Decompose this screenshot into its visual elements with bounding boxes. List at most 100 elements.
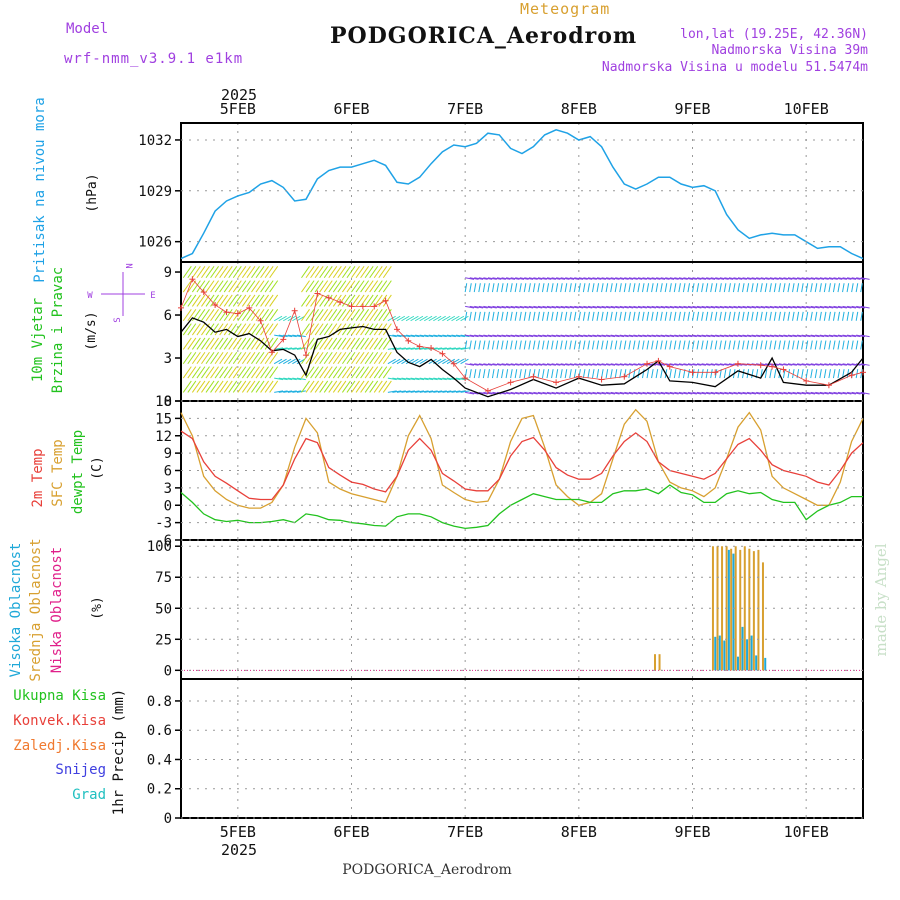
wind-barb — [255, 351, 265, 365]
wind-barb — [446, 390, 456, 393]
wind-barb — [537, 283, 540, 293]
wind-barb — [810, 340, 813, 350]
wind-barb — [706, 305, 716, 309]
wind-barb — [351, 308, 360, 322]
wind-barb — [305, 280, 315, 293]
wind-barb — [601, 305, 611, 309]
wind-barb — [337, 266, 347, 279]
wind-barb — [606, 334, 616, 338]
wind-barb — [269, 308, 279, 322]
wind-barb — [182, 351, 192, 365]
wind-barb — [646, 311, 650, 321]
wind-barb — [210, 323, 219, 336]
wind-barb — [464, 283, 468, 293]
wind-barb — [842, 391, 852, 395]
wind-barb — [610, 391, 620, 395]
wind-barb — [673, 340, 677, 350]
wind-barb — [246, 280, 256, 293]
wind-barb — [260, 266, 270, 279]
wind-barb — [346, 366, 356, 379]
wind-barb — [201, 366, 210, 379]
wind-barb — [283, 377, 293, 381]
wind-barb — [696, 363, 706, 366]
y-tick-label: 3 — [164, 481, 172, 497]
wind-barb — [410, 315, 419, 322]
wind-barb — [537, 334, 547, 338]
wind-barb — [606, 277, 616, 280]
wind-barb — [465, 305, 475, 309]
wind-barb — [283, 358, 292, 365]
wind-barb — [341, 323, 351, 336]
wind-barb — [532, 311, 536, 321]
wind-barb — [660, 311, 663, 321]
wind-barb — [346, 351, 356, 365]
wind-barb — [428, 377, 438, 381]
wind-barb — [501, 311, 504, 321]
wind-barb — [241, 337, 251, 350]
wind-barb — [492, 363, 502, 366]
wind-barb — [223, 280, 233, 293]
wind-barb — [846, 369, 850, 379]
wind-barb — [810, 334, 820, 338]
wind-barb — [560, 305, 570, 309]
wind-barb — [419, 334, 429, 338]
wind-barb — [814, 340, 818, 350]
wind-barb — [837, 363, 847, 366]
wind-barb — [314, 280, 324, 293]
wind-barb — [687, 340, 691, 350]
wind-barb — [451, 347, 461, 350]
wind-barb — [210, 366, 219, 379]
wind-barb — [774, 391, 784, 395]
wind-barb — [482, 369, 486, 379]
wind-barb — [601, 334, 611, 338]
wind-barb — [296, 390, 306, 393]
wind-barb — [373, 266, 383, 279]
wind-barb — [482, 340, 486, 350]
precip-legend-item: Snijeg — [55, 762, 106, 778]
wind-barb — [665, 391, 675, 395]
wind-barb — [274, 334, 284, 338]
wind-barb — [273, 315, 283, 322]
wind-barb — [801, 391, 811, 395]
wind-barb — [373, 337, 383, 350]
wind-barb — [223, 380, 233, 393]
wind-barb — [437, 358, 446, 365]
wind-barb — [555, 311, 559, 321]
wind-barb — [428, 334, 438, 338]
wind-barb — [796, 277, 807, 280]
wind-barb — [392, 390, 402, 393]
wind-barb — [728, 363, 738, 366]
wind-barb — [751, 334, 761, 338]
wind-barb — [401, 347, 411, 350]
wind-barb — [728, 311, 731, 321]
wind-barb — [842, 334, 852, 338]
wind-barb — [373, 380, 383, 393]
wind-barb — [801, 277, 811, 280]
wind-barb — [360, 323, 370, 336]
wind-barb — [465, 277, 475, 280]
wind-barb — [201, 308, 210, 322]
wind-barb — [455, 334, 466, 338]
wind-barb — [769, 391, 779, 395]
y-tick-label: 25 — [155, 632, 172, 648]
wind-barb — [814, 311, 818, 321]
wind-barb — [710, 369, 713, 379]
wind-barb — [351, 323, 360, 336]
wind-barb — [501, 391, 511, 395]
wind-barb — [246, 308, 256, 322]
wind-barb — [706, 334, 716, 338]
wind-barb — [310, 366, 320, 379]
wind-barb — [665, 305, 675, 309]
wind-barb — [796, 334, 807, 338]
wind-barb — [687, 305, 697, 309]
wind-barb — [646, 277, 656, 280]
wind-barb — [851, 283, 854, 293]
wind-barb — [191, 366, 201, 379]
wind-barb — [346, 337, 356, 350]
wind-barb — [551, 305, 561, 309]
wind-barb — [596, 334, 606, 338]
wind-barb — [237, 323, 247, 336]
wind-barb — [551, 340, 554, 350]
wind-barb — [564, 369, 568, 379]
wind-barb — [751, 277, 761, 280]
